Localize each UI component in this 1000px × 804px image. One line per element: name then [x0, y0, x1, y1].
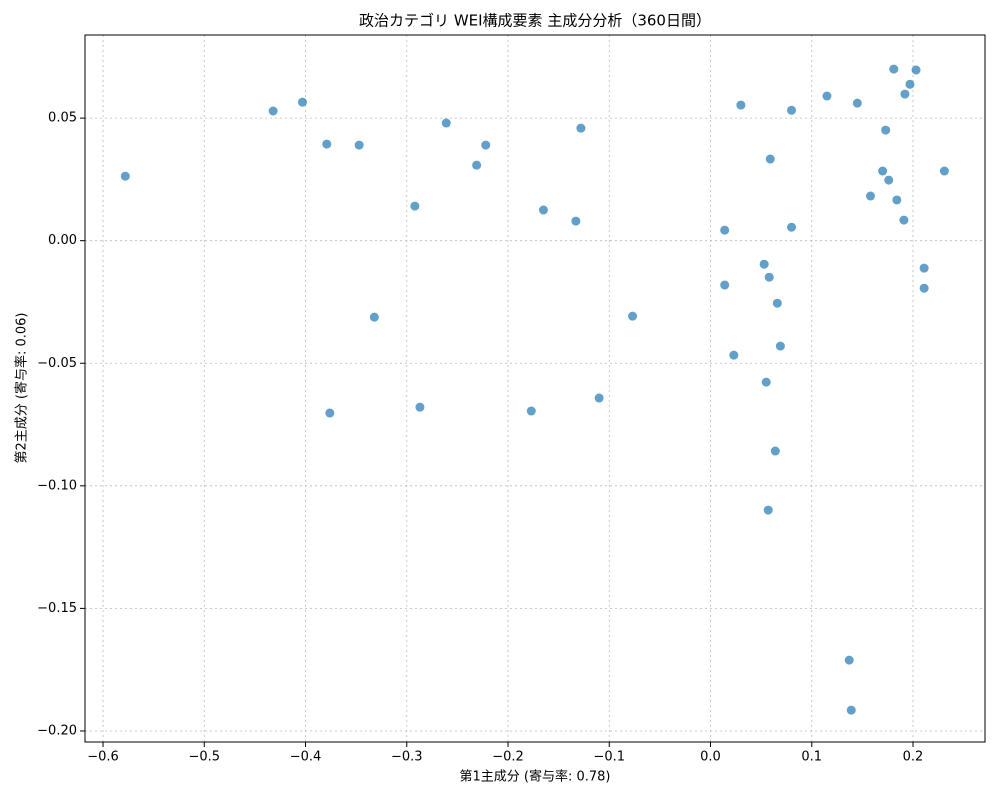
x-tick-label: −0.6: [87, 750, 119, 765]
point: [878, 166, 888, 176]
point: [775, 341, 785, 351]
y-tick-label: 0.05: [48, 111, 77, 126]
point: [787, 105, 797, 115]
point: [759, 259, 769, 269]
point: [844, 655, 854, 665]
point: [594, 393, 604, 403]
x-tick-label: −0.2: [492, 750, 524, 765]
x-tick-label: 0.0: [700, 750, 721, 765]
point: [538, 205, 548, 215]
point: [900, 89, 910, 99]
point: [852, 98, 862, 108]
y-tick-label: −0.05: [37, 356, 77, 371]
point: [415, 402, 425, 412]
point: [720, 280, 730, 290]
point: [571, 216, 581, 226]
point: [325, 408, 335, 418]
point: [919, 263, 929, 273]
point: [628, 311, 638, 321]
plot-frame: [84, 34, 986, 743]
point: [892, 195, 902, 205]
point: [822, 91, 832, 101]
x-tick-label: −0.1: [593, 750, 625, 765]
point: [729, 350, 739, 360]
point: [720, 225, 730, 235]
point: [770, 446, 780, 456]
y-tick-label: 0.00: [48, 233, 77, 248]
x-tick-label: −0.4: [290, 750, 322, 765]
point: [441, 118, 451, 128]
point: [761, 377, 771, 387]
point: [919, 283, 929, 293]
point: [763, 505, 773, 515]
y-axis-label: 第2主成分 (寄与率: 0.06): [14, 312, 30, 463]
point: [410, 201, 420, 211]
point: [765, 154, 775, 164]
point: [268, 106, 278, 116]
point: [846, 705, 856, 715]
x-tick-label: 0.2: [903, 750, 924, 765]
point: [297, 97, 307, 107]
point: [354, 140, 364, 150]
x-axis-label: 第1主成分 (寄与率: 0.78): [459, 769, 610, 785]
point: [120, 171, 130, 181]
point: [865, 191, 875, 201]
y-tick-label: −0.20: [37, 723, 77, 738]
point: [736, 100, 746, 110]
point: [576, 123, 586, 133]
x-tick-label: −0.3: [391, 750, 423, 765]
point: [481, 140, 491, 150]
point: [905, 79, 915, 89]
x-tick-label: 0.1: [801, 750, 822, 765]
y-tick-label: −0.15: [37, 601, 77, 616]
point: [772, 298, 782, 308]
x-tick-label: −0.5: [188, 750, 220, 765]
point: [911, 65, 921, 75]
point: [526, 406, 536, 416]
point: [787, 222, 797, 232]
y-tick-label: −0.10: [37, 478, 77, 493]
point: [322, 139, 332, 149]
point: [472, 160, 482, 170]
point: [884, 175, 894, 185]
point: [899, 215, 909, 225]
chart-title: 政治カテゴリ WEI構成要素 主成分分析（360日間）: [359, 12, 711, 30]
point: [939, 166, 949, 176]
point: [881, 125, 891, 135]
point: [764, 272, 774, 282]
point: [889, 64, 899, 74]
point: [369, 312, 379, 322]
